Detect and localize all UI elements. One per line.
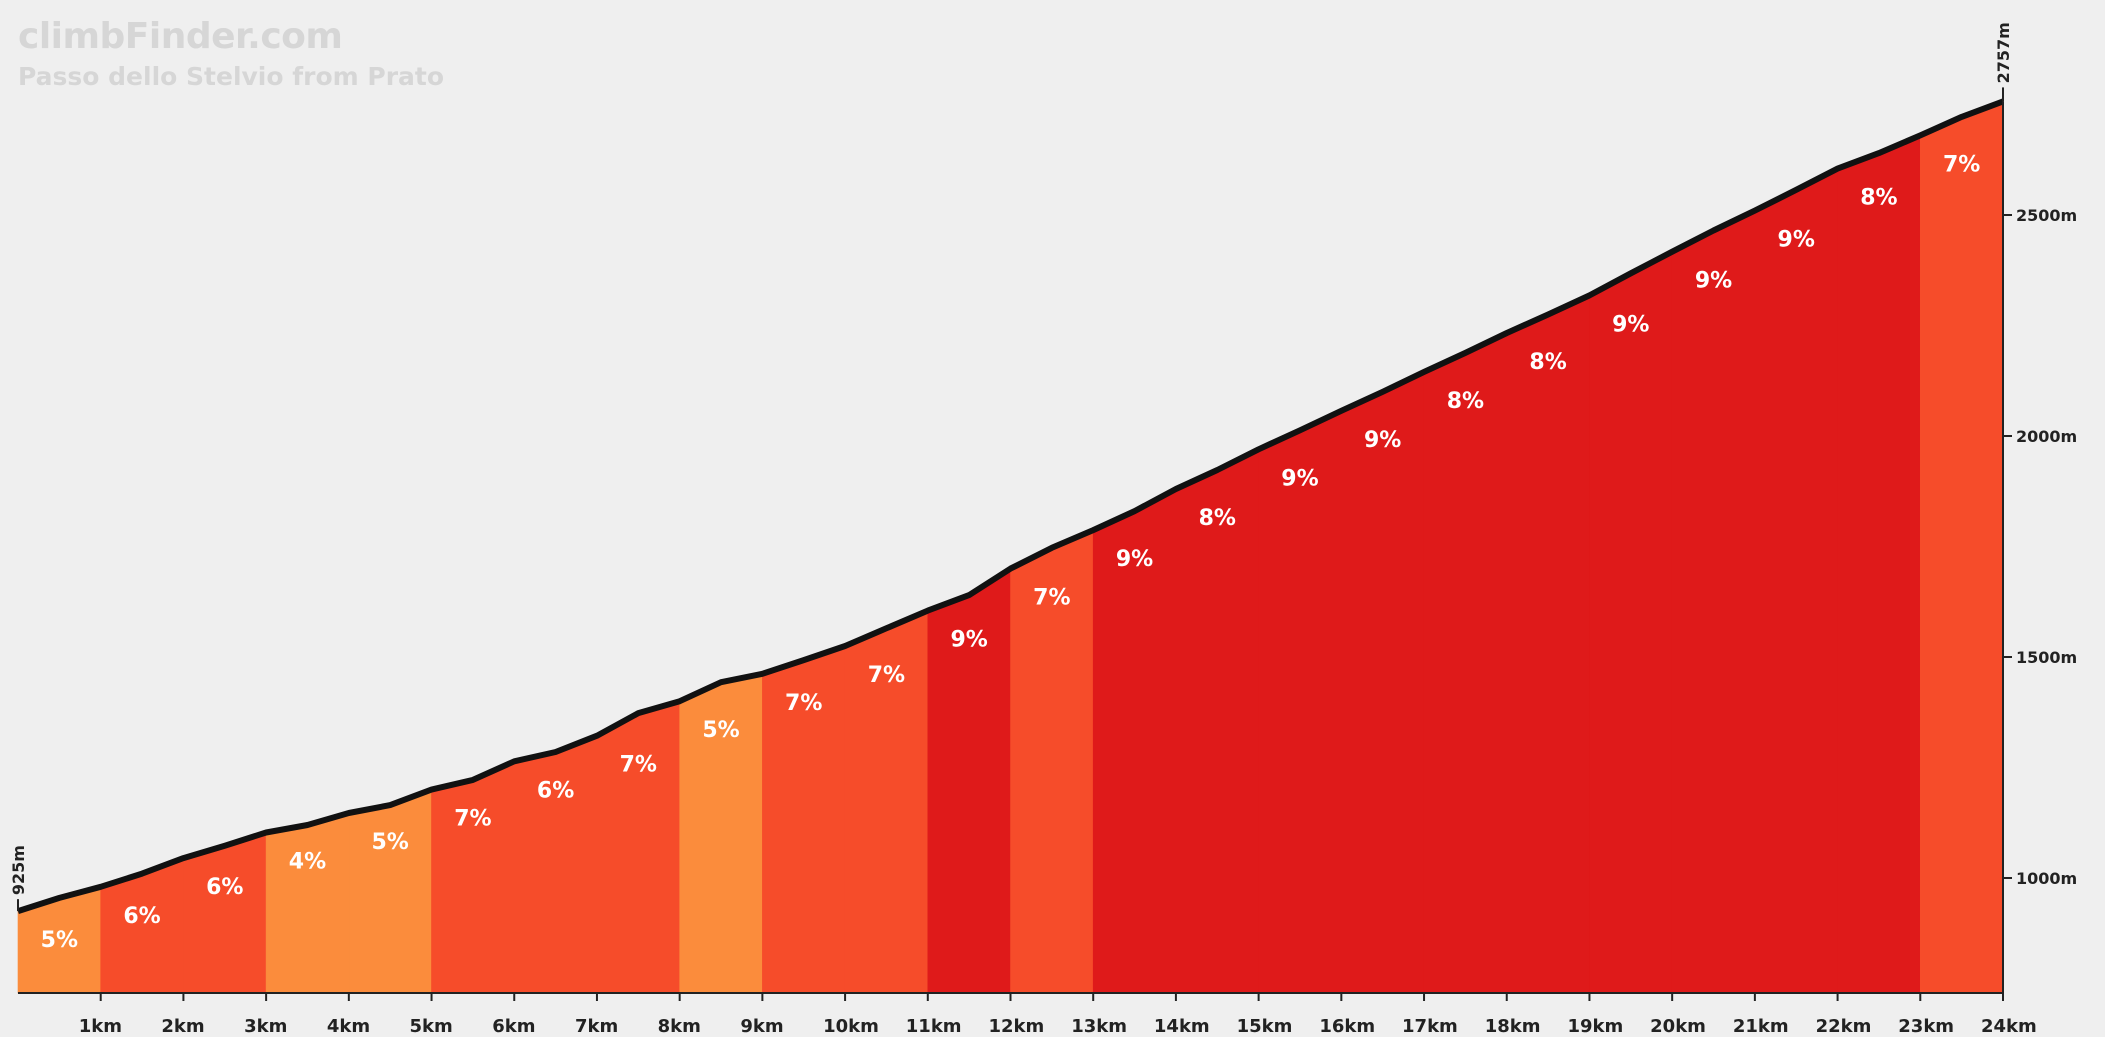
x-tick-label: 18km <box>1485 1016 1541 1037</box>
brand-logo-text: climbFinder.com <box>18 16 343 57</box>
profile-outline <box>17 98 2005 914</box>
gradient-label-1: 5% <box>41 928 78 953</box>
gradient-segment-20 <box>1589 251 1673 994</box>
gradient-label-19: 8% <box>1529 350 1566 375</box>
x-tick-label: 6km <box>492 1016 535 1037</box>
gradient-segment-19 <box>1506 294 1590 994</box>
gradient-segment-17 <box>1341 371 1425 994</box>
gradient-label-8: 7% <box>620 753 657 778</box>
x-tick-label: 24km <box>1981 1016 2037 1037</box>
gradient-segment-21 <box>1671 210 1756 994</box>
x-tick-label: 17km <box>1402 1016 1458 1037</box>
gradient-label-11: 7% <box>868 663 905 688</box>
x-tick-label: 21km <box>1733 1016 1789 1037</box>
x-tick-label: 23km <box>1898 1016 1954 1037</box>
summit-elevation-label: 2757m <box>1994 22 2013 83</box>
gradient-label-13: 7% <box>1033 586 1070 611</box>
gradient-label-18: 8% <box>1447 389 1484 414</box>
gradient-label-12: 9% <box>950 628 987 653</box>
x-tick-label: 15km <box>1237 1016 1293 1037</box>
gradient-label-16: 9% <box>1281 466 1318 491</box>
y-tick-label: 1000m <box>2016 869 2077 888</box>
gradient-label-10: 7% <box>785 691 822 716</box>
start-elevation-label: 925m <box>9 845 28 895</box>
x-tick-label: 20km <box>1650 1016 1706 1037</box>
gradient-segment-5 <box>348 789 432 994</box>
x-tick-label: 19km <box>1567 1016 1623 1037</box>
gradient-label-17: 9% <box>1364 428 1401 453</box>
y-tick-label: 2500m <box>2016 206 2077 225</box>
x-tick-label: 13km <box>1071 1016 1127 1037</box>
gradient-label-2: 6% <box>123 904 160 929</box>
gradient-label-7: 6% <box>537 778 574 803</box>
x-tick-label: 8km <box>658 1016 701 1037</box>
gradient-segment-6 <box>431 760 515 994</box>
x-tick-label: 11km <box>906 1016 962 1037</box>
gradient-label-5: 5% <box>372 830 409 855</box>
x-tick-label: 7km <box>575 1016 618 1037</box>
gradient-segment-8 <box>596 700 680 994</box>
gradient-label-14: 9% <box>1116 547 1153 572</box>
gradient-label-6: 7% <box>454 807 491 832</box>
axes: 1km 2km 3km 4km 5km 6km 7km 8km 9km 10km 11km 12km 1… <box>9 22 2077 1037</box>
x-tick-label: 1km <box>79 1016 122 1037</box>
x-tick-label: 14km <box>1154 1016 1210 1037</box>
gradient-label-15: 8% <box>1199 506 1236 531</box>
gradient-segment-18 <box>1423 332 1508 994</box>
gradient-label-4: 4% <box>289 849 326 874</box>
gradient-segment-16 <box>1258 410 1342 994</box>
gradient-segment-22 <box>1754 168 1838 994</box>
gradient-label-22: 9% <box>1778 228 1815 253</box>
gradient-label-21: 9% <box>1695 269 1732 294</box>
x-tick-label: 2km <box>161 1016 204 1037</box>
x-tick-label: 16km <box>1319 1016 1375 1037</box>
x-tick-label: 22km <box>1816 1016 1872 1037</box>
y-tick-label: 2000m <box>2016 427 2077 446</box>
gradient-segments <box>17 100 2004 994</box>
chart-subtitle: Passo dello Stelvio from Prato <box>18 62 445 91</box>
gradient-label-20: 9% <box>1612 312 1649 337</box>
x-tick-label: 9km <box>740 1016 783 1037</box>
gradient-label-3: 6% <box>206 875 243 900</box>
x-tick-label: 5km <box>410 1016 453 1037</box>
gradient-segment-4 <box>265 812 350 994</box>
x-tick-label: 12km <box>989 1016 1045 1037</box>
gradient-segment-24 <box>1920 100 2004 994</box>
gradient-label-23: 8% <box>1860 186 1897 211</box>
gradient-label-24: 7% <box>1943 152 1980 177</box>
gradient-segment-7 <box>514 735 598 994</box>
x-tick-label: 3km <box>244 1016 287 1037</box>
gradient-segment-23 <box>1837 134 1921 994</box>
x-tick-label: 10km <box>823 1016 879 1037</box>
gradient-label-9: 5% <box>702 718 739 743</box>
y-tick-label: 1500m <box>2016 648 2077 667</box>
x-tick-label: 4km <box>327 1016 370 1037</box>
gradient-labels: 5% 6% 6% 4% 5% 7% 6% 7% 5% 7% 7% 9% 7% 9% 8% 9% 9% 8% 8% 9%… <box>41 152 1981 953</box>
